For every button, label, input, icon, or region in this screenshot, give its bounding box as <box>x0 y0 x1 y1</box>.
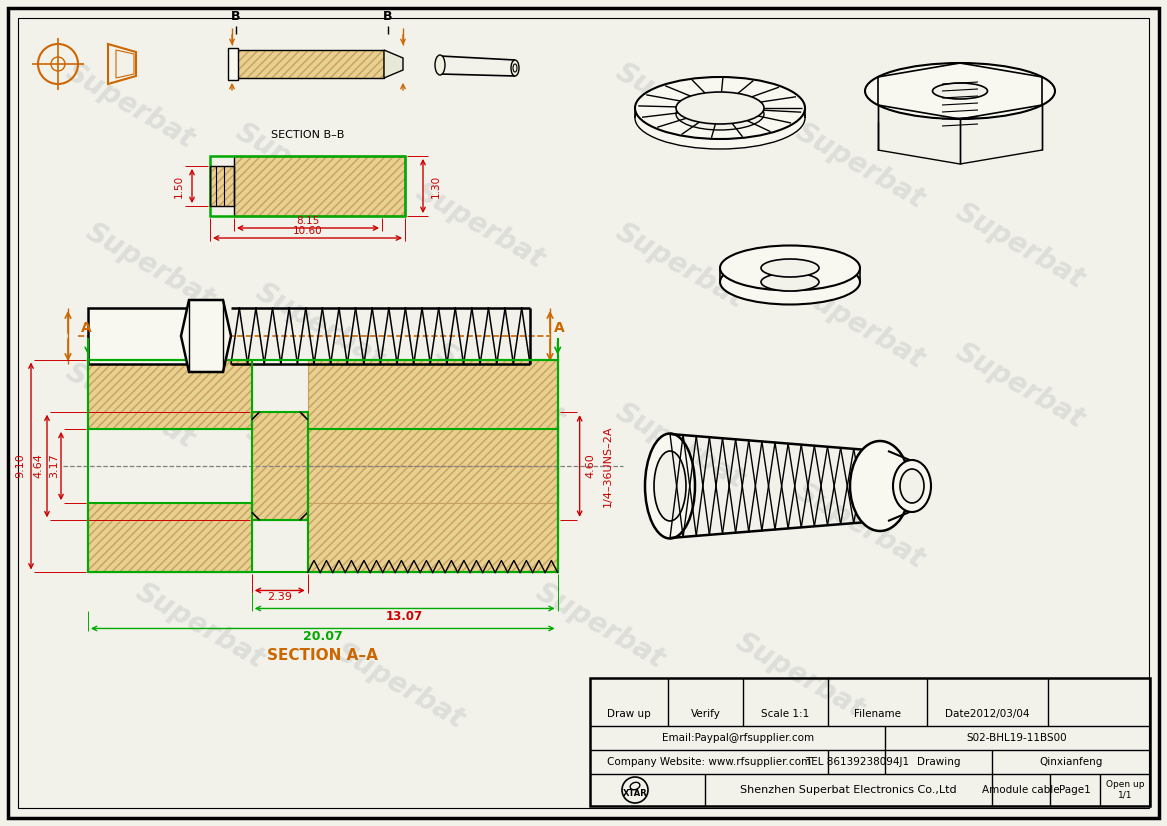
Bar <box>88 359 252 429</box>
Text: Superbat: Superbat <box>610 58 749 154</box>
Text: Superbat: Superbat <box>951 198 1089 294</box>
Ellipse shape <box>850 441 910 531</box>
Text: Filename: Filename <box>854 709 901 719</box>
Text: A: A <box>554 320 565 335</box>
Bar <box>88 503 252 572</box>
Bar <box>308 503 558 572</box>
Bar <box>235 156 405 216</box>
Text: Verify: Verify <box>691 709 720 719</box>
Text: 4.64: 4.64 <box>33 453 43 478</box>
Text: Superbat: Superbat <box>411 178 550 274</box>
Text: A: A <box>81 320 91 335</box>
Text: Superbat: Superbat <box>240 418 379 514</box>
Ellipse shape <box>635 77 805 139</box>
Text: 20.07: 20.07 <box>303 630 343 643</box>
Text: 10.60: 10.60 <box>293 226 322 236</box>
Bar <box>228 48 238 80</box>
Text: Open up
1/1: Open up 1/1 <box>1106 781 1145 800</box>
Bar <box>88 308 207 364</box>
Ellipse shape <box>865 63 1055 119</box>
Text: Superbat: Superbat <box>420 478 559 574</box>
Bar <box>210 156 405 216</box>
Text: Superbat: Superbat <box>81 218 219 314</box>
Ellipse shape <box>761 273 819 291</box>
Ellipse shape <box>761 259 819 277</box>
Bar <box>235 156 405 216</box>
Text: Superbat: Superbat <box>251 278 390 374</box>
Bar <box>236 50 384 78</box>
Polygon shape <box>384 50 403 78</box>
Bar <box>210 166 235 206</box>
Text: Superbat: Superbat <box>231 118 369 214</box>
Bar <box>308 466 558 503</box>
Text: 8.15: 8.15 <box>296 216 320 226</box>
Text: Superbat: Superbat <box>791 118 929 214</box>
Text: 3.17: 3.17 <box>49 453 60 478</box>
Text: Draw up: Draw up <box>607 709 651 719</box>
Text: Scale 1:1: Scale 1:1 <box>761 709 810 719</box>
Bar <box>210 166 235 206</box>
Text: 1.30: 1.30 <box>431 174 441 197</box>
Text: B: B <box>231 10 240 23</box>
Bar <box>88 359 252 429</box>
Ellipse shape <box>720 245 860 291</box>
Text: 1/4–36UNS–2A: 1/4–36UNS–2A <box>602 425 613 506</box>
Text: Superbat: Superbat <box>610 398 749 494</box>
Ellipse shape <box>654 451 686 521</box>
Text: 9.10: 9.10 <box>15 453 25 478</box>
Text: Superbat: Superbat <box>61 358 200 454</box>
Text: Superbat: Superbat <box>791 278 929 374</box>
Ellipse shape <box>720 259 860 305</box>
Ellipse shape <box>893 460 931 512</box>
Text: SECTION A–A: SECTION A–A <box>267 648 378 663</box>
Bar <box>591 678 1149 806</box>
Text: Company Website: www.rfsupplier.com: Company Website: www.rfsupplier.com <box>607 757 811 767</box>
Text: Qinxianfeng: Qinxianfeng <box>1040 757 1103 767</box>
Ellipse shape <box>932 83 987 99</box>
Text: Superbat: Superbat <box>531 578 670 674</box>
Ellipse shape <box>676 92 764 124</box>
Text: Superbat: Superbat <box>431 338 569 434</box>
Text: Date2012/03/04: Date2012/03/04 <box>945 709 1029 719</box>
Ellipse shape <box>645 434 696 539</box>
Text: Superbat: Superbat <box>731 628 869 724</box>
Text: Amodule cable: Amodule cable <box>983 785 1060 795</box>
Text: Superbat: Superbat <box>610 218 749 314</box>
Text: Superbat: Superbat <box>791 478 929 574</box>
Text: XTAR: XTAR <box>623 789 648 797</box>
Polygon shape <box>181 300 231 372</box>
Text: TEL 86139238094J1: TEL 86139238094J1 <box>805 757 909 767</box>
Text: B: B <box>383 10 393 23</box>
Text: Superbat: Superbat <box>131 578 270 674</box>
Bar <box>88 359 558 572</box>
Text: Drawing: Drawing <box>917 757 960 767</box>
Text: Page1: Page1 <box>1060 785 1091 795</box>
Ellipse shape <box>676 98 764 130</box>
Text: Superbat: Superbat <box>330 638 469 734</box>
Text: 1.50: 1.50 <box>174 174 184 197</box>
Bar <box>88 503 252 572</box>
Ellipse shape <box>635 87 805 149</box>
Text: Email:Paypal@rfsupplier.com: Email:Paypal@rfsupplier.com <box>662 733 815 743</box>
Bar <box>252 411 308 520</box>
Bar <box>236 50 384 78</box>
Bar <box>252 411 308 520</box>
Text: 4.60: 4.60 <box>586 453 595 478</box>
Text: Superbat: Superbat <box>951 338 1089 434</box>
Text: 2.39: 2.39 <box>267 592 292 602</box>
Text: 13.07: 13.07 <box>386 610 424 624</box>
Text: Superbat: Superbat <box>61 58 200 154</box>
Bar <box>308 359 558 466</box>
Text: SECTION B–B: SECTION B–B <box>271 130 344 140</box>
Text: S02-BHL19-11BS00: S02-BHL19-11BS00 <box>966 733 1068 743</box>
Ellipse shape <box>435 55 445 75</box>
Ellipse shape <box>511 60 519 76</box>
Ellipse shape <box>900 469 924 503</box>
Text: Shenzhen Superbat Electronics Co.,Ltd: Shenzhen Superbat Electronics Co.,Ltd <box>740 785 956 795</box>
